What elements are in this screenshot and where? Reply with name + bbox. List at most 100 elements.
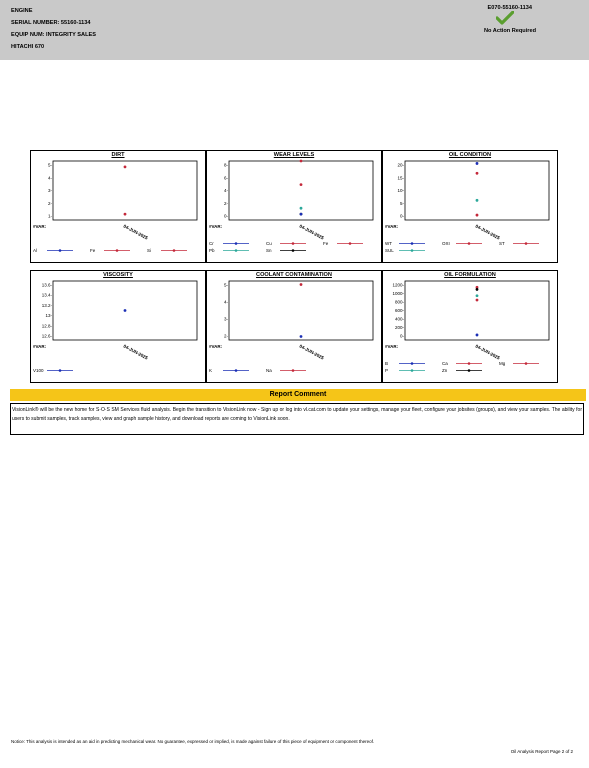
y-tick-label: 2-: [224, 334, 229, 339]
legend-swatch: [337, 242, 363, 246]
y-tick-label: 10-: [397, 188, 404, 193]
legend-label: OXI: [442, 241, 450, 246]
data-point-k: [299, 335, 303, 338]
var-label: #VAR:: [209, 344, 223, 349]
legend-swatch: [399, 249, 425, 253]
legend-swatch: [280, 242, 306, 246]
chart-svg: 5- 4- 3- 2- 1-#VAR: 04-JUN-2025: [33, 160, 198, 241]
y-tick-label: 400-: [395, 317, 405, 322]
legend-swatch: [513, 362, 539, 366]
chart-svg: 1200- 1000- 800- 600- 400- 200- 0-#VAR: 04-JUN-…: [385, 280, 550, 361]
data-point-cu: [299, 183, 303, 186]
equipment-info: ENGINE SERIAL NUMBER: 55160-1134 EQUIP N…: [11, 5, 96, 53]
header-line: HITACHI 670: [11, 44, 45, 50]
status-text: No Action Required: [483, 28, 536, 34]
legend-item: Fe: [323, 241, 363, 246]
y-tick-label: 5-: [48, 163, 53, 168]
chart-svg: 20- 15- 10- 5- 0-#VAR: 04-JUN-2025: [385, 160, 550, 241]
legend-item: Sn: [266, 248, 306, 253]
y-tick-label: 1-: [48, 214, 53, 219]
y-tick-label: 2-: [224, 201, 229, 206]
var-label: #VAR:: [385, 344, 399, 349]
y-tick-label: 1200-: [392, 283, 404, 288]
data-point-na: [299, 283, 303, 286]
legend-swatch: [280, 369, 306, 373]
y-tick-label: 4-: [224, 188, 229, 193]
chart-panel: WEAR LEVELS 8- 6- 4- 2- 0- #VAR: 04-JUN-2025 Cr …: [206, 150, 382, 263]
y-tick-label: 8-: [224, 163, 229, 168]
y-tick-label: 800-: [395, 300, 405, 305]
legend-item: OXI: [442, 241, 482, 246]
chart-title: DIRT: [111, 152, 125, 158]
legend-label: Sn: [266, 248, 272, 253]
legend-item: Mg: [499, 361, 539, 366]
legend-swatch: [223, 249, 249, 253]
y-tick-label: 5-: [400, 201, 405, 206]
chart-svg: 13.6- 13.4- 13.2- 13- 12.8- 12.6- #VAR: 04-JUN-…: [33, 280, 198, 361]
legend-label: B: [385, 361, 389, 366]
legend-swatch: [47, 249, 73, 253]
y-tick-label: 13-: [45, 313, 52, 318]
chart-title: VISCOSITY: [103, 272, 133, 278]
legend-swatch: [513, 242, 539, 246]
y-tick-label: 5-: [224, 283, 229, 288]
y-tick-label: 200-: [395, 325, 405, 330]
data-point-fe: [299, 159, 303, 163]
report-header: ENGINE SERIAL NUMBER: 55160-1134 EQUIP N…: [0, 0, 589, 60]
y-tick-label: 1000-: [392, 291, 404, 296]
legend-label: Mg: [499, 361, 506, 366]
page-footer: Oil Analysis Report Page 2 of 2: [510, 749, 573, 754]
data-point-sul: [475, 198, 479, 202]
legend-item: Fe: [90, 248, 130, 253]
plot-frame: [52, 280, 198, 341]
y-tick-label: 3-: [224, 317, 229, 322]
legend-label: Fe: [90, 248, 96, 253]
y-tick-label: 13.4-: [42, 293, 53, 298]
legend-label: V100: [33, 368, 44, 373]
legend-item: SUL: [385, 248, 425, 253]
legend-swatch: [161, 249, 187, 253]
legend-item: P: [385, 368, 425, 373]
legend-swatch: [399, 242, 425, 246]
plot-frame: [404, 160, 550, 221]
y-tick-label: 2-: [48, 201, 53, 206]
chart-panel: DIRT 5- 4- 3- 2- 1- #VAR: 04-JUN-2025 Al Fe Si: [30, 150, 206, 263]
y-tick-label: 20-: [397, 163, 404, 168]
legend-swatch: [456, 362, 482, 366]
legend-item: B: [385, 361, 425, 366]
y-tick-label: 15-: [397, 175, 404, 180]
legend-label: WT: [385, 241, 392, 246]
legend-label: Pb: [209, 248, 215, 253]
x-tick-label: 04-JUN-2025: [299, 223, 326, 240]
data-point-fe: [123, 165, 127, 169]
legend-swatch: [47, 369, 73, 373]
y-tick-label: 0-: [400, 334, 405, 339]
data-point-pb: [299, 206, 303, 210]
notice-text: Notice: This analysis is intended as an …: [11, 739, 375, 744]
data-point-p: [475, 294, 479, 298]
y-tick-label: 13.6-: [42, 283, 53, 288]
chart-panel: OIL FORMULATION 1200- 1000- 800- 600- 400- 200…: [382, 270, 558, 383]
data-point-st: [475, 213, 479, 217]
data-point-cr: [299, 212, 303, 216]
legend-item: WT: [385, 241, 425, 246]
y-tick-label: 4-: [48, 175, 53, 180]
legend-swatch: [456, 242, 482, 246]
header-line: ENGINE: [11, 8, 33, 14]
chart-title: OIL CONDITION: [448, 152, 492, 158]
x-tick-label: 04-JUN-2025: [475, 223, 502, 240]
legend-item: Al: [33, 248, 73, 253]
var-label: #VAR:: [209, 224, 223, 229]
y-tick-label: 0-: [224, 214, 229, 219]
legend-label: Ca: [442, 361, 448, 366]
legend-swatch: [280, 249, 306, 253]
legend-swatch: [104, 249, 130, 253]
legend-item: Pb: [209, 248, 249, 253]
plot-frame: [404, 280, 550, 341]
x-tick-label: 04-JUN-2025: [299, 343, 326, 360]
y-tick-label: 3-: [48, 188, 53, 193]
legend-swatch: [223, 369, 249, 373]
data-point-mg: [475, 298, 479, 302]
legend-label: Al: [33, 248, 38, 253]
legend-swatch: [223, 242, 249, 246]
